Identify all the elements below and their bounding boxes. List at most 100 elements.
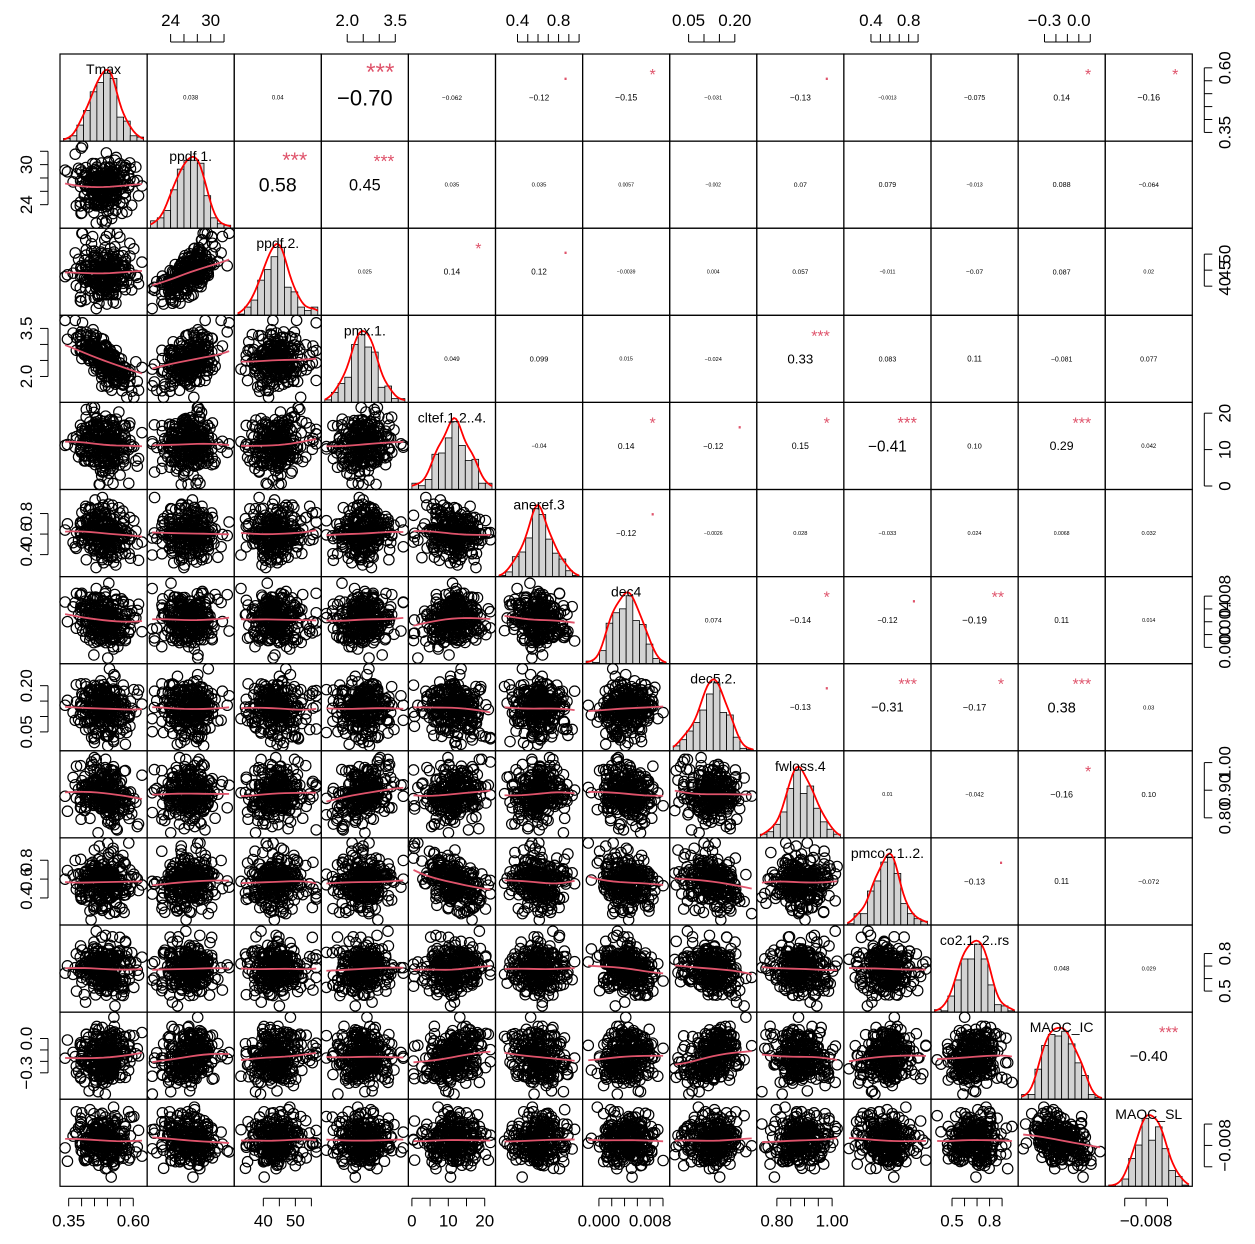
correlation-label: 0.14 — [618, 441, 635, 451]
significance-stars: * — [649, 67, 655, 84]
histogram-bar — [271, 257, 278, 316]
significance-stars: * — [1085, 67, 1091, 84]
histogram-bar — [164, 210, 171, 228]
correlation-label: 0.077 — [1140, 356, 1157, 363]
histogram-bar — [425, 479, 432, 489]
correlation-label: 0.11 — [967, 355, 982, 364]
histogram-bar — [539, 515, 546, 577]
significance-stars: *** — [811, 328, 830, 345]
correlation-label: −0.41 — [868, 438, 907, 455]
histogram-bar — [352, 345, 359, 403]
histogram-bar — [365, 347, 372, 402]
histogram-bar — [171, 190, 178, 228]
significance-stars: *** — [366, 59, 395, 86]
histogram-bar — [211, 218, 218, 228]
correlation-label: 0.035 — [445, 183, 460, 189]
histogram-bar — [97, 82, 104, 141]
histogram-bar — [452, 422, 459, 490]
histogram-bar — [345, 377, 352, 402]
histogram-bar — [84, 110, 91, 141]
correlation-label: 0.10 — [967, 442, 982, 451]
histogram-bar — [184, 160, 191, 228]
correlation-label: 0.04 — [272, 96, 284, 102]
correlation-label: 0.004 — [707, 270, 720, 276]
correlation-label: 0.042 — [1141, 444, 1157, 450]
correlation-label: −0.04 — [531, 444, 547, 450]
significance-stars: *** — [1073, 415, 1092, 432]
significance-stars: . — [824, 60, 830, 85]
correlation-label: −0.064 — [1139, 182, 1160, 189]
variable-label: pmx.1. — [344, 322, 386, 338]
correlation-label: 0.032 — [1141, 531, 1156, 537]
histogram-bar — [130, 136, 137, 141]
correlation-label: 0.58 — [259, 174, 297, 196]
correlation-label: −0.031 — [704, 96, 722, 102]
variable-label: ppdf.1. — [169, 148, 212, 164]
correlation-label: −0.062 — [442, 95, 462, 102]
histogram-bar — [264, 270, 271, 316]
histogram-bar — [459, 445, 466, 489]
correlation-label: 0.07 — [794, 182, 807, 189]
correlation-label: 0.024 — [968, 531, 982, 537]
correlation-label: 0.45 — [349, 176, 381, 194]
histogram-bar — [526, 538, 533, 577]
variable-label: aneref.3 — [513, 497, 565, 513]
histogram-bar — [177, 169, 184, 228]
significance-stars: . — [562, 60, 568, 85]
histogram-bar — [304, 311, 311, 316]
histogram-bar — [519, 552, 526, 577]
correlation-label: −0.013 — [966, 183, 982, 189]
correlation-label: 0.087 — [1053, 267, 1071, 276]
histogram-bar — [532, 509, 539, 577]
correlation-label: 0.015 — [619, 357, 633, 363]
correlation-label: 0.088 — [1053, 180, 1071, 189]
correlation-label: 0.057 — [792, 269, 808, 276]
histogram-bar — [465, 461, 472, 490]
histogram-bar — [298, 307, 305, 315]
histogram-bar — [512, 557, 519, 577]
variable-label: cltef.1.2..4. — [418, 409, 486, 425]
histogram-bar — [258, 280, 265, 315]
significance-stars: * — [475, 241, 481, 258]
histogram-bar — [552, 553, 559, 576]
correlation-label: −0.002 — [706, 182, 722, 188]
correlation-label: −0.024 — [705, 357, 722, 363]
histogram-bar — [284, 287, 291, 315]
correlation-label: −0.12 — [703, 442, 724, 451]
correlation-label: −0.033 — [878, 531, 896, 537]
correlation-label: 0.038 — [183, 96, 199, 102]
histogram-bar — [546, 539, 553, 576]
significance-stars: *** — [897, 413, 917, 432]
correlation-label: −0.0013 — [878, 95, 896, 101]
significance-stars: . — [650, 496, 656, 521]
histogram-bar — [358, 334, 365, 402]
correlation-label: −0.12 — [529, 93, 550, 102]
correlation-label: −0.011 — [879, 270, 895, 276]
histogram-bar — [445, 438, 452, 490]
histogram-bar — [251, 300, 258, 315]
correlation-label: −0.13 — [790, 92, 811, 102]
correlation-label: 0.028 — [793, 531, 807, 537]
significance-stars: * — [1172, 67, 1178, 84]
histogram-bar — [506, 572, 513, 577]
correlation-label: −0.075 — [964, 95, 985, 102]
significance-stars: * — [649, 415, 655, 432]
histogram-bar — [191, 160, 198, 228]
correlation-label: −0.07 — [966, 269, 983, 276]
correlation-label: 0.15 — [792, 441, 809, 451]
histogram-bar — [291, 292, 298, 315]
correlation-label: 0.079 — [879, 182, 897, 189]
correlation-label: 0.035 — [532, 183, 547, 189]
correlation-label: −0.15 — [615, 93, 637, 103]
histogram-bar — [104, 73, 111, 141]
significance-stars: * — [824, 415, 830, 432]
correlation-label: 0.025 — [358, 270, 372, 276]
correlation-label: 0.02 — [1143, 270, 1154, 276]
variable-label: ppdf.2. — [256, 235, 299, 251]
histogram-bar — [117, 117, 124, 141]
correlation-label: −0.0026 — [704, 531, 723, 537]
correlation-label: 0.099 — [530, 354, 549, 363]
correlation-label: −0.12 — [616, 529, 637, 538]
variable-label: Tmax — [86, 61, 121, 77]
histogram-bar — [479, 483, 486, 489]
